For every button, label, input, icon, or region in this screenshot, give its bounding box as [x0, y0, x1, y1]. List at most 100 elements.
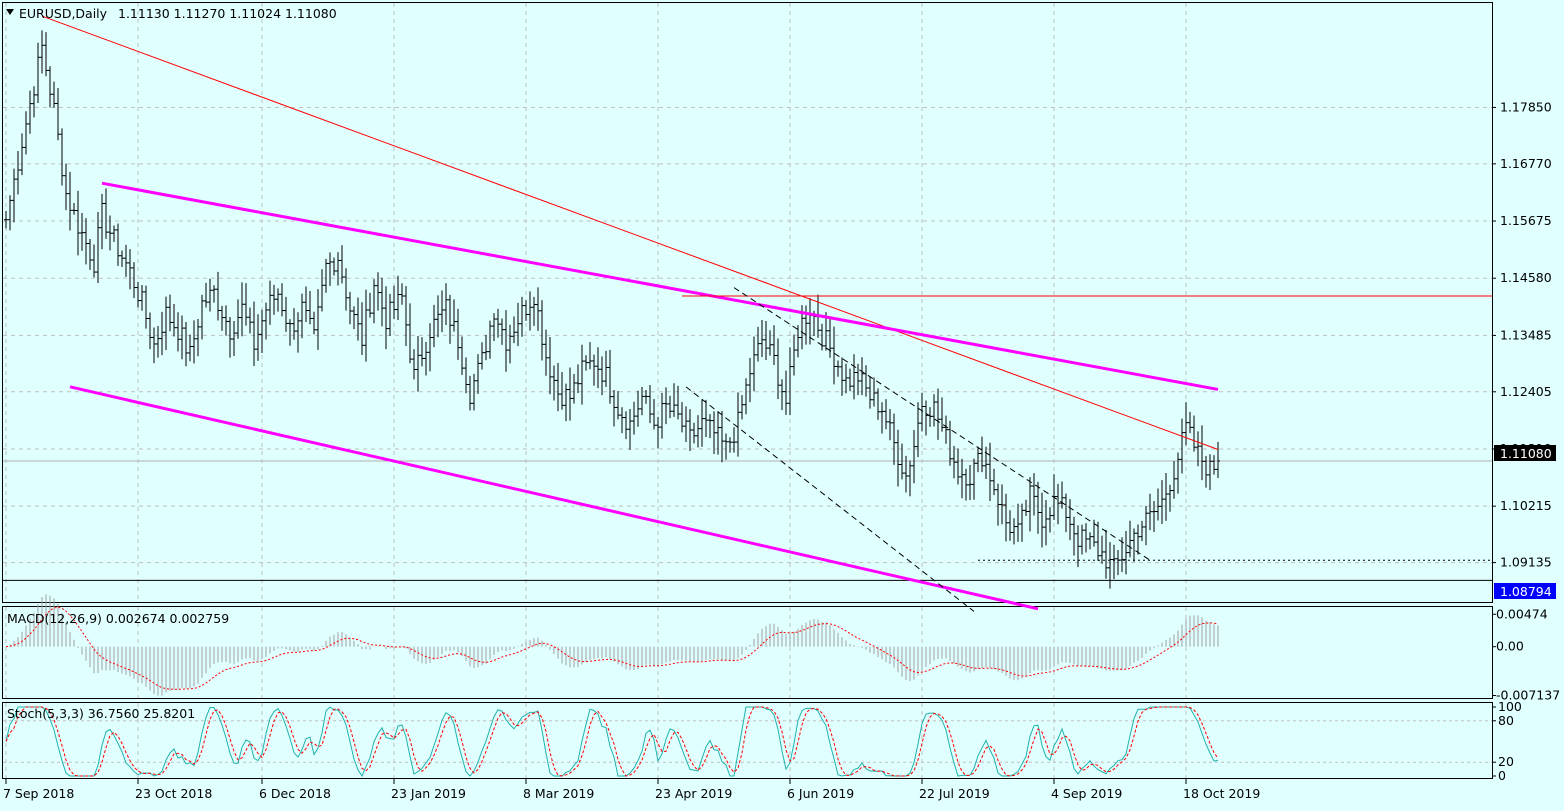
price-bar [668, 395, 672, 419]
price-bar [1176, 452, 1180, 494]
price-bar [308, 290, 312, 325]
price-bar [512, 316, 516, 344]
price-bar [752, 336, 756, 392]
price-bar [296, 312, 300, 353]
price-bar [904, 455, 908, 493]
price-bar [276, 288, 280, 312]
price-bar [732, 427, 736, 453]
price-bar [860, 357, 864, 396]
price-bar [428, 323, 432, 372]
trendline[interactable] [101, 181, 1219, 391]
price-bar [184, 321, 188, 367]
price-lines-layer [3, 460, 1492, 581]
price-bar [228, 316, 232, 358]
stoch-main-line [5, 706, 1219, 778]
price-bar [536, 287, 540, 331]
price-bar [648, 384, 652, 424]
price-bar [448, 294, 452, 344]
price-bar [1016, 503, 1020, 542]
price-bar [944, 415, 948, 444]
price-bar [120, 250, 124, 268]
price-bar [436, 295, 440, 338]
price-bar [352, 306, 356, 330]
price-bar [76, 190, 80, 256]
price-bar [1188, 411, 1192, 434]
price-bar [728, 437, 732, 453]
price-bar [1048, 507, 1052, 533]
price-bar [100, 193, 104, 250]
price-tick-label: 1.12405 [1500, 384, 1552, 399]
price-bar [540, 300, 544, 361]
date-tick-label: 6 Dec 2018 [259, 786, 331, 801]
price-bar [1100, 535, 1104, 564]
price-bar [1080, 524, 1084, 555]
price-bar [1088, 532, 1092, 550]
price-bar [1148, 493, 1152, 531]
price-bar [68, 171, 72, 231]
date-tick-label: 6 Jun 2019 [787, 786, 854, 801]
price-bar [1108, 542, 1112, 589]
price-bar [1032, 473, 1036, 516]
price-bar [788, 347, 792, 416]
price-bar [608, 349, 612, 404]
symbol-timeframe-label: EURUSD,Daily [19, 6, 108, 21]
price-tick-label: 1.14580 [1500, 270, 1552, 285]
price-bar [840, 357, 844, 396]
price-bar [348, 291, 352, 325]
price-bar [760, 319, 764, 358]
price-bar [236, 299, 240, 339]
price-bar [632, 401, 636, 435]
price-tick-label: 1.16770 [1500, 156, 1552, 171]
price-bar [384, 286, 388, 350]
price-tick-label: 1.13485 [1500, 327, 1552, 342]
price-bar [984, 446, 988, 479]
price-bar [864, 365, 868, 397]
price-bar [1132, 528, 1136, 562]
date-tick-label: 8 Mar 2019 [523, 786, 594, 801]
symbol-dropdown-arrow-icon[interactable] [6, 9, 14, 15]
date-tick-label: 7 Sep 2018 [3, 786, 74, 801]
price-bar [960, 458, 964, 499]
stoch-tick-label: 0 [1498, 768, 1506, 783]
price-bar [316, 289, 320, 350]
price-bar [924, 400, 928, 436]
macd-tick-label: -0.007137 [1496, 688, 1560, 703]
price-bar [676, 385, 680, 420]
price-bar [132, 262, 136, 299]
price-bar [740, 395, 744, 420]
trendline[interactable] [41, 15, 1219, 450]
price-bar [1044, 500, 1048, 546]
price-bar [1192, 415, 1196, 452]
price-bar [972, 458, 976, 500]
price-bar [424, 341, 428, 376]
price-bar [680, 402, 684, 433]
price-bar [644, 390, 648, 404]
price-tick-label: 1.17850 [1500, 99, 1552, 114]
price-bar [240, 282, 244, 337]
price-bar [580, 344, 584, 405]
price-bar [1168, 484, 1172, 512]
price-bar [876, 388, 880, 420]
price-bar [484, 334, 488, 361]
price-bar [368, 292, 372, 318]
price-bar [576, 364, 580, 393]
trendline[interactable] [685, 386, 975, 612]
price-bar [1208, 454, 1212, 491]
price-bar [208, 278, 212, 312]
stoch-layer [3, 706, 1492, 778]
price-bar [408, 303, 412, 364]
price-bar [596, 347, 600, 389]
price-bar [304, 286, 308, 322]
price-bar [820, 323, 824, 351]
price-bar [380, 277, 384, 327]
trendline[interactable] [69, 385, 1039, 611]
trendline-layer[interactable] [41, 15, 1492, 612]
price-bar [1180, 418, 1184, 474]
price-bar [496, 308, 500, 338]
price-bar [764, 321, 768, 360]
stoch-tick-label: 20 [1498, 754, 1514, 769]
price-bar [340, 245, 344, 284]
trendline[interactable] [733, 287, 1151, 561]
